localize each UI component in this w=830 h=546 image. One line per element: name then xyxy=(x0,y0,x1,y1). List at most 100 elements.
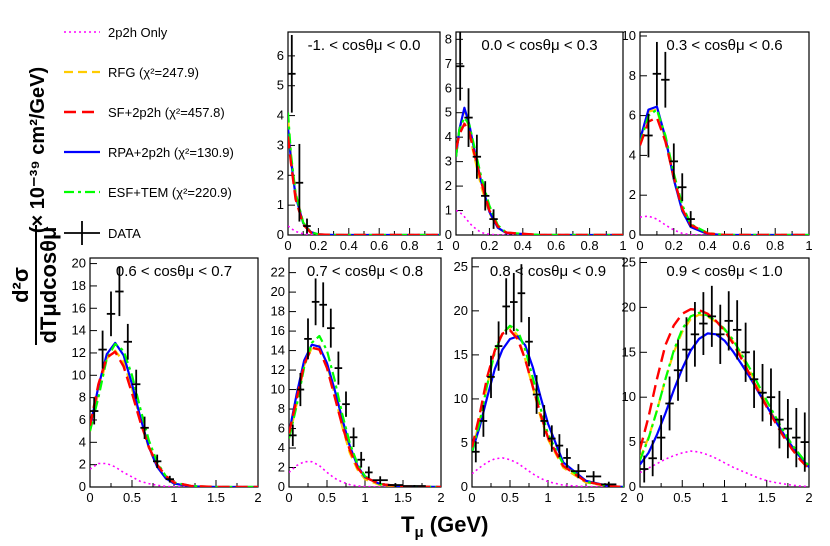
y-tick-label: 5 xyxy=(445,105,452,120)
data-point xyxy=(716,304,725,364)
data-point xyxy=(648,440,657,477)
x-tick-label: 1 xyxy=(721,490,728,505)
legend-item-rpa: RPA+2p2h (χ²=130.9) xyxy=(64,145,234,160)
data-points xyxy=(90,266,174,483)
data-point xyxy=(640,455,649,483)
panel-frame xyxy=(455,31,624,236)
x-tick-label: 2 xyxy=(805,490,812,505)
x-tick-label: 0.4 xyxy=(699,238,717,253)
panel-title: 0.3 < cosθμ < 0.6 xyxy=(666,37,782,54)
data-point xyxy=(540,405,548,437)
data-point xyxy=(656,415,666,461)
y-tick-label: 8 xyxy=(79,390,86,405)
series-line-p2 xyxy=(289,460,441,487)
data-point xyxy=(132,369,141,399)
x-tick-label: 1.5 xyxy=(207,490,225,505)
legend-label: RPA+2p2h (χ²=130.9) xyxy=(108,145,234,160)
x-tick-label: 1.5 xyxy=(758,490,776,505)
y-tick-label: 10 xyxy=(454,391,468,406)
series-line-rpa xyxy=(640,332,809,468)
y-tick-label: 8 xyxy=(278,401,285,416)
data-point xyxy=(555,434,564,458)
y-tick-label: 10 xyxy=(622,28,636,43)
legend-label: SF+2p2h (χ²=457.8) xyxy=(108,105,225,120)
x-tick-label: 1 xyxy=(619,238,626,253)
data-point xyxy=(123,323,132,360)
data-point xyxy=(510,272,518,332)
data-point xyxy=(349,427,358,448)
panel-frame xyxy=(287,31,441,236)
y-tick-label: 0 xyxy=(277,227,284,242)
data-point xyxy=(792,407,801,468)
x-tick-label: 0 xyxy=(452,238,459,253)
data-point xyxy=(387,483,403,487)
series-line-p2 xyxy=(472,457,624,487)
y-tick-label: 3 xyxy=(445,154,452,169)
data-point xyxy=(90,397,99,425)
x-tick-label: 2 xyxy=(620,490,627,505)
x-tick-label: 1 xyxy=(436,238,443,253)
y-tick-label: 22 xyxy=(271,265,285,280)
y-axis-title: d²σ dTμdcosθμ xyxy=(8,225,61,345)
panel-title: 0.9 < cosθμ < 1.0 xyxy=(666,263,782,280)
y-tick-label: 1 xyxy=(445,203,452,218)
data-point xyxy=(489,209,498,229)
panel-frame xyxy=(288,257,442,488)
legend-label: ESF+TEM (χ²=220.9) xyxy=(108,185,232,200)
x-axis-title: Tμ (GeV) xyxy=(401,512,488,541)
y-tick-label: 12 xyxy=(72,345,86,360)
model-curves xyxy=(640,308,809,487)
y-axis-fraction-numerator: d²σ xyxy=(8,267,33,303)
data-point xyxy=(686,211,695,228)
series-line-esf xyxy=(456,116,623,235)
data-point xyxy=(601,481,617,487)
y-tick-label: 25 xyxy=(622,254,636,269)
x-tick-label: 0.5 xyxy=(123,490,141,505)
panel-2: 0 0.2 0.4 0.6 0.8 1 0 1 2 3 4 5 6 7 8 0.0 < cosθμ < 0.3 xyxy=(445,31,627,253)
data-point xyxy=(783,398,793,459)
legend-item-esf: ESF+TEM (χ²=220.9) xyxy=(64,185,232,200)
y-tick-label: 15 xyxy=(622,344,636,359)
series-line-sf xyxy=(456,122,623,235)
x-tick-label: 0.8 xyxy=(581,238,599,253)
y-tick-label: 2 xyxy=(278,460,285,475)
x-tick-label: 0.5 xyxy=(318,490,336,505)
series-line-p2 xyxy=(640,450,809,487)
y-tick-label: 4 xyxy=(445,129,452,144)
panel-frame xyxy=(639,31,810,236)
x-tick-label: 0.2 xyxy=(665,238,683,253)
data-point xyxy=(525,317,533,367)
y-tick-label: 0 xyxy=(629,479,636,494)
data-point xyxy=(106,291,116,337)
data-point xyxy=(775,390,784,449)
y-tick-label: 4 xyxy=(629,147,636,162)
data-point xyxy=(502,278,510,335)
y-tick-label: 5 xyxy=(461,435,468,450)
y-tick-label: 5 xyxy=(629,434,636,449)
data-point xyxy=(669,143,679,180)
x-tick-label: 0.4 xyxy=(514,238,532,253)
y-tick-label: 25 xyxy=(454,259,468,274)
data-point xyxy=(372,476,388,485)
y-tick-label: 6 xyxy=(445,80,452,95)
data-points xyxy=(644,41,695,228)
y-tick-label: 6 xyxy=(79,412,86,427)
y-tick-label: 18 xyxy=(72,278,86,293)
y-tick-label: 4 xyxy=(277,108,284,123)
x-axis-title-main: T xyxy=(401,512,415,537)
x-tick-label: 0.8 xyxy=(766,238,784,253)
y-tick-label: 2 xyxy=(277,167,284,182)
y-tick-label: 4 xyxy=(278,440,285,455)
data-points xyxy=(456,32,498,229)
y-tick-label: 8 xyxy=(445,31,452,46)
legend-label: 2p2h Only xyxy=(108,25,168,40)
data-point xyxy=(563,448,571,468)
legend-item-rfg: RFG (χ²=247.9) xyxy=(64,65,199,80)
y-tick-label: 6 xyxy=(629,108,636,123)
x-tick-label: 1 xyxy=(170,490,177,505)
y-tick-label: 3 xyxy=(277,137,284,152)
data-point xyxy=(357,451,365,468)
data-point xyxy=(673,339,683,401)
x-tick-label: 0 xyxy=(284,238,291,253)
